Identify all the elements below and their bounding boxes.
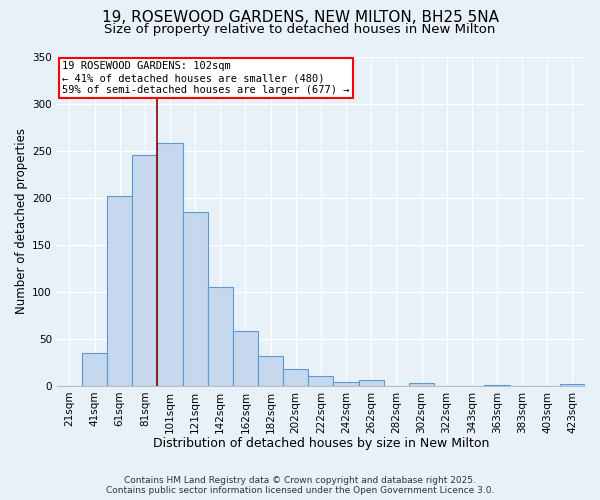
Bar bbox=[308, 376, 334, 386]
Bar bbox=[182, 212, 208, 386]
Text: 19 ROSEWOOD GARDENS: 102sqm
← 41% of detached houses are smaller (480)
59% of se: 19 ROSEWOOD GARDENS: 102sqm ← 41% of det… bbox=[62, 62, 350, 94]
Bar bbox=[157, 143, 182, 386]
Y-axis label: Number of detached properties: Number of detached properties bbox=[15, 128, 28, 314]
Bar bbox=[208, 287, 233, 386]
Bar bbox=[560, 384, 585, 386]
Text: Contains HM Land Registry data © Crown copyright and database right 2025.
Contai: Contains HM Land Registry data © Crown c… bbox=[106, 476, 494, 495]
Text: Size of property relative to detached houses in New Milton: Size of property relative to detached ho… bbox=[104, 22, 496, 36]
Bar bbox=[484, 385, 509, 386]
Bar bbox=[107, 196, 132, 386]
X-axis label: Distribution of detached houses by size in New Milton: Distribution of detached houses by size … bbox=[153, 437, 489, 450]
Bar bbox=[82, 353, 107, 386]
Bar bbox=[409, 383, 434, 386]
Bar bbox=[233, 332, 258, 386]
Bar bbox=[258, 356, 283, 386]
Bar bbox=[359, 380, 384, 386]
Text: 19, ROSEWOOD GARDENS, NEW MILTON, BH25 5NA: 19, ROSEWOOD GARDENS, NEW MILTON, BH25 5… bbox=[101, 10, 499, 25]
Bar bbox=[283, 369, 308, 386]
Bar bbox=[132, 156, 157, 386]
Bar bbox=[334, 382, 359, 386]
